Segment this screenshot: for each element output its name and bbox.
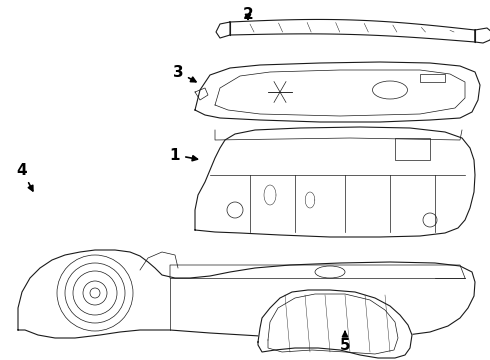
Polygon shape	[18, 250, 475, 338]
Polygon shape	[258, 290, 412, 358]
Text: 4: 4	[17, 162, 33, 191]
Text: 5: 5	[340, 332, 350, 352]
Polygon shape	[195, 62, 480, 122]
Bar	[395, 138, 430, 160]
Text: 3: 3	[172, 64, 196, 82]
Polygon shape	[475, 28, 490, 43]
Text: 2: 2	[243, 6, 253, 22]
Bar	[420, 74, 445, 82]
Polygon shape	[230, 19, 475, 42]
Polygon shape	[195, 127, 475, 237]
Text: 1: 1	[170, 148, 197, 162]
Polygon shape	[216, 22, 230, 38]
